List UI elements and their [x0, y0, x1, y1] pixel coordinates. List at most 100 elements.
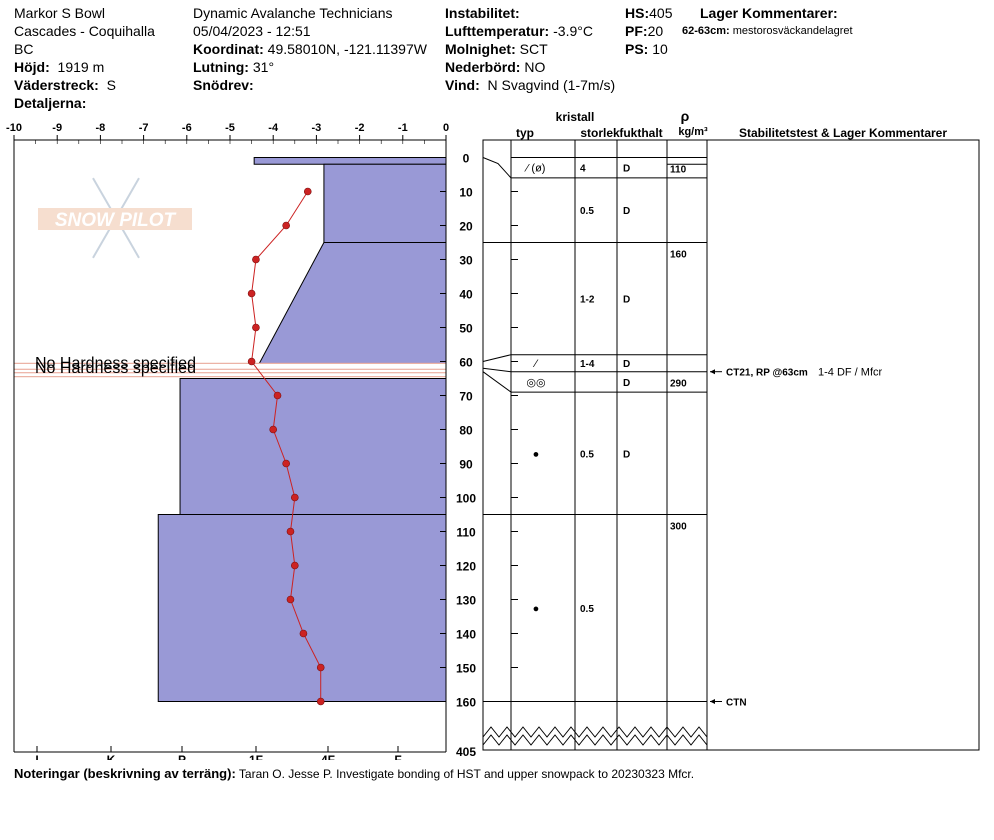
- cloud-row: Molnighet: SCT: [445, 41, 548, 57]
- header-moisture: fukthalt: [619, 126, 662, 140]
- pf-row: PF:20: [625, 23, 664, 39]
- grain-size-value: 1-4: [580, 359, 595, 370]
- hs-value: 405: [649, 5, 673, 21]
- moisture-value: D: [623, 295, 630, 306]
- layer-connector: [482, 371, 512, 393]
- depth-tick-label: 30: [459, 254, 473, 268]
- header-type: typ: [516, 126, 534, 140]
- header-left: Markor S Bowl Cascades - Coquihalla BC H…: [14, 4, 155, 112]
- depth-tick-label: 70: [459, 390, 473, 404]
- observer-name: Dynamic Avalanche Technicians: [193, 5, 393, 21]
- precip-row: Nederbörd: NO: [445, 59, 546, 75]
- grain-type-symbol: ◎◎: [526, 377, 545, 389]
- temp-point: [282, 459, 290, 468]
- stability-test-label: CTN: [726, 698, 747, 709]
- stability-arrow-head: [710, 369, 715, 375]
- header-middle: Dynamic Avalanche Technicians 05/04/2023…: [193, 4, 427, 94]
- temp-tick-label: -10: [6, 122, 22, 134]
- depth-tick-label: 10: [459, 186, 473, 200]
- depth-tick-label: 90: [459, 458, 473, 472]
- depth-tick-label: 120: [456, 560, 476, 574]
- depth-tick-label: 130: [456, 594, 476, 608]
- temp-tick-label: -8: [96, 122, 106, 134]
- stability-arrow-head: [710, 699, 715, 704]
- no-hardness-label-shadow: No Hardness specified: [35, 360, 196, 377]
- density-value: 110: [670, 165, 687, 176]
- grain-size-value: 0.5: [580, 206, 594, 217]
- grain-type-symbol: ●: [533, 448, 540, 460]
- temp-tick-label: -1: [398, 122, 408, 134]
- hs-row: HS:405: [625, 5, 673, 21]
- temp-point: [316, 697, 325, 706]
- layer-connector: [482, 157, 512, 179]
- density-value: 160: [670, 250, 687, 261]
- temp-tick-label: -2: [355, 122, 365, 134]
- header-snowpack: HS:405 PF:20 PS: 10: [625, 4, 672, 58]
- hardness-layer: [157, 514, 447, 702]
- header-stability: Stabilitetstest & Lager Kommentarer: [739, 126, 947, 140]
- hardness-layer: [257, 242, 447, 366]
- footer-text: Taran O. Jesse P. Investigate bonding of…: [238, 767, 695, 781]
- snowpilot-logo: SNOW PILOT: [38, 177, 192, 259]
- precip-value: NO: [524, 59, 546, 75]
- layer-connector: [482, 367, 512, 373]
- hardness-tick-label: P: [178, 753, 186, 760]
- depth-tick-label: 0: [463, 152, 470, 166]
- density-value: 300: [670, 522, 687, 533]
- layer-comment-row: 62-63cm: mestorosväckandelagret: [682, 22, 853, 40]
- slope-row: Lutning: 31°: [193, 59, 275, 75]
- depth-break-zigzag: [482, 734, 708, 746]
- moisture-value: D: [623, 164, 630, 175]
- grain-type-symbol: ⁄ (ø): [524, 163, 546, 175]
- coord-value: 49.58010N, -121.11397W: [267, 41, 427, 57]
- hardness-tick-label: K: [107, 753, 116, 760]
- elevation-value: 1919 m: [57, 59, 105, 75]
- temp-point: [252, 255, 260, 264]
- cloud-value: SCT: [519, 41, 548, 57]
- grain-size-value: 4: [580, 164, 586, 175]
- moisture-value: D: [623, 449, 630, 460]
- layer-table-frame: [482, 139, 980, 751]
- hardness-tick-label: 1F: [249, 753, 263, 760]
- no-hardness-label: No Hardness specified: [35, 355, 196, 372]
- hardness-tick-label: I: [35, 753, 38, 760]
- grain-type-symbol: ●: [533, 603, 540, 615]
- temp-tick-label: -5: [225, 122, 235, 134]
- instability-row: Instabilitet:: [445, 5, 520, 21]
- layer-comments-header: Lager Kommentarer:: [700, 4, 838, 22]
- depth-max-label: 405: [456, 745, 476, 759]
- hardness-layer: [323, 163, 447, 243]
- temp-point: [282, 221, 290, 230]
- temp-point: [286, 595, 295, 604]
- range-name: Cascades - Coquihalla: [14, 23, 155, 39]
- temp-point: [290, 561, 299, 570]
- layer-connector: [482, 354, 512, 362]
- temp-point: [290, 493, 299, 502]
- depth-tick-label: 100: [456, 492, 476, 506]
- hardness-tick-label: F: [394, 753, 401, 760]
- logo-banner: [38, 208, 192, 230]
- header-size: storlek: [580, 126, 620, 140]
- temp-tick-label: -7: [139, 122, 149, 134]
- aspect-row: Väderstreck: S: [14, 77, 116, 93]
- airtemp-value: -3.9°C: [553, 23, 593, 39]
- ps-value: 10: [652, 41, 668, 57]
- grain-size-value: 0.5: [580, 604, 594, 615]
- obs-datetime: 05/04/2023 - 12:51: [193, 23, 311, 39]
- footer-notes: Noteringar (beskrivning av terräng): Tar…: [14, 766, 694, 781]
- temp-tick-label: -9: [52, 122, 62, 134]
- hardness-layer: [179, 378, 447, 515]
- depth-tick-label: 150: [456, 662, 476, 676]
- snow-profile-chart: -10 -9 -8 -7 -6 -5 -4 -3 -2 -1 0No Hardness specif…: [6, 108, 980, 760]
- details-row: Detaljerna:: [14, 95, 87, 111]
- province-name: BC: [14, 41, 34, 57]
- depth-tick-label: 20: [459, 220, 473, 234]
- elevation-row: Höjd: 1919 m: [14, 59, 105, 75]
- temp-point: [273, 391, 282, 400]
- header-rho: ρ: [681, 108, 690, 124]
- pf-value: 20: [647, 23, 664, 39]
- depth-tick-label: 110: [456, 526, 476, 540]
- stability-test-label: CT21, RP @63cm: [726, 368, 808, 379]
- footer-label: Noteringar (beskrivning av terräng):: [14, 766, 236, 781]
- logo-text: SNOW PILOT: [55, 210, 177, 231]
